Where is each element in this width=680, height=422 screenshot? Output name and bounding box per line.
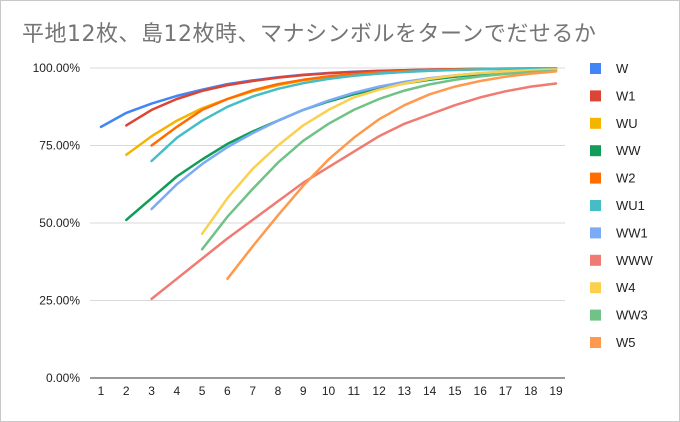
- x-tick-label: 9: [300, 384, 307, 398]
- y-tick-label: 25.00%: [39, 294, 80, 308]
- legend-swatch: [590, 172, 601, 184]
- legend-label: W5: [616, 335, 636, 350]
- x-tick-label: 11: [348, 384, 361, 398]
- legend-swatch: [590, 117, 601, 129]
- legend-swatch: [590, 282, 601, 294]
- legend-label: WWW: [616, 253, 654, 268]
- legend-label: WW1: [616, 225, 648, 240]
- y-tick-label: 0.00%: [46, 371, 80, 385]
- series-line-wu: [125, 67, 558, 157]
- x-tick-label: 13: [398, 384, 412, 398]
- x-tick-label: 8: [275, 384, 282, 398]
- x-tick-label: 19: [549, 384, 563, 398]
- x-tick-label: 18: [524, 384, 538, 398]
- legend-swatch: [590, 227, 601, 239]
- x-tick-label: 1: [98, 384, 105, 398]
- legend-swatch: [590, 309, 601, 321]
- legend-swatch: [590, 90, 601, 102]
- x-tick-label: 6: [224, 384, 231, 398]
- legend-label: WU1: [616, 198, 645, 213]
- x-tick-label: 14: [423, 384, 437, 398]
- y-tick-label: 75.00%: [39, 139, 80, 153]
- legend-swatch: [590, 63, 601, 74]
- legend-swatch: [590, 200, 601, 211]
- series-line-w4: [200, 68, 558, 236]
- legend-label: W4: [616, 280, 636, 295]
- legend-label: W: [616, 61, 629, 76]
- series-line-www: [150, 82, 558, 301]
- legend-label: W2: [616, 171, 636, 186]
- y-axis-ticks: 0.00% 25.00% 50.00% 75.00% 100.00%: [33, 61, 81, 385]
- x-tick-label: 7: [249, 384, 256, 398]
- x-tick-label: 16: [474, 384, 488, 398]
- x-tick-label: 10: [322, 384, 336, 398]
- series-line-w2: [150, 67, 558, 147]
- y-tick-label: 100.00%: [33, 61, 81, 75]
- x-tick-label: 5: [199, 384, 206, 398]
- series-line-w5: [226, 70, 558, 281]
- legend-swatch: [590, 337, 601, 348]
- chart-gridlines: [90, 67, 565, 379]
- x-axis-ticks: 1 2 3 4 5 6 7 8 9 10 11 12 13 14 15 16 17 18 19: [98, 384, 563, 398]
- y-tick-label: 50.00%: [39, 216, 80, 230]
- legend-swatch: [590, 254, 601, 266]
- chart-series: [99, 67, 558, 301]
- x-tick-label: 12: [372, 384, 386, 398]
- legend-label: WW3: [616, 308, 648, 323]
- legend-label: WW: [616, 143, 641, 158]
- chart-title: 平地12枚、島12枚時、マナシンボルをターンでだせるか: [22, 22, 597, 47]
- legend-label: WU: [616, 116, 638, 131]
- x-tick-label: 3: [148, 384, 155, 398]
- x-tick-label: 17: [499, 384, 513, 398]
- x-tick-label: 15: [448, 384, 462, 398]
- x-tick-label: 4: [173, 384, 180, 398]
- series-line-wu1: [150, 67, 558, 163]
- series-line-ww3: [200, 69, 558, 251]
- legend-swatch: [590, 145, 601, 157]
- legend-label: W1: [616, 88, 636, 103]
- x-tick-label: 2: [123, 384, 130, 398]
